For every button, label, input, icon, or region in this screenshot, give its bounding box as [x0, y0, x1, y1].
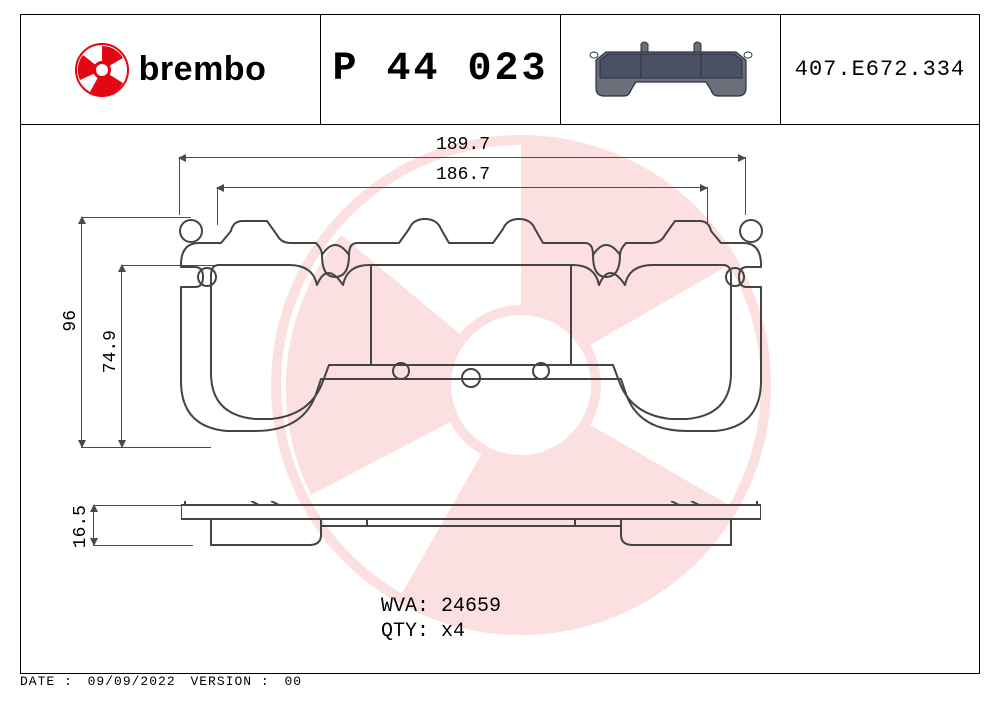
part-number-cell: P 44 023: [321, 15, 561, 124]
brand-name: brembo: [139, 50, 267, 89]
dim-line-width-outer: [179, 157, 745, 158]
dim-thickness: 16.5: [71, 505, 91, 548]
drawing-sheet: brembo P 44 023 407.E672.334: [20, 14, 980, 674]
render-cell: [561, 15, 781, 124]
logo-cell: brembo: [21, 15, 321, 124]
wva-value: 24659: [441, 595, 501, 618]
qty-row: QTY: x4: [381, 620, 465, 643]
ext-line: [93, 505, 193, 506]
qty-label: QTY:: [381, 620, 429, 643]
dim-width-inner: 186.7: [436, 165, 490, 185]
ext-line: [93, 545, 193, 546]
qty-value: x4: [441, 620, 465, 643]
pad-front-view-icon: [171, 203, 771, 463]
version-value: 00: [284, 674, 302, 689]
dim-height-inner: 74.9: [101, 330, 121, 373]
dim-line-width-inner: [217, 187, 707, 188]
version-label: VERSION :: [190, 674, 269, 689]
brembo-logo-icon: [75, 43, 129, 97]
drawing-body: 189.7 186.7 96 74.9: [21, 125, 979, 673]
header-row: brembo P 44 023 407.E672.334: [21, 15, 979, 125]
alt-code-cell: 407.E672.334: [781, 15, 979, 124]
date-label: DATE :: [20, 674, 73, 689]
dim-width-outer: 189.7: [436, 135, 490, 155]
pad-3d-render-icon: [586, 30, 756, 110]
wva-label: WVA:: [381, 595, 429, 618]
footer-meta: DATE : 09/09/2022 VERSION : 00: [20, 674, 308, 689]
dim-height-outer: 96: [61, 310, 81, 332]
date-value: 09/09/2022: [88, 674, 176, 689]
dim-line-height-inner: [121, 265, 122, 447]
dim-line-thickness: [93, 505, 94, 545]
alt-code: 407.E672.334: [795, 57, 965, 82]
part-number: P 44 023: [332, 47, 548, 92]
wva-row: WVA: 24659: [381, 595, 501, 618]
pad-side-view-icon: [181, 501, 761, 551]
dim-line-height-outer: [81, 217, 82, 447]
